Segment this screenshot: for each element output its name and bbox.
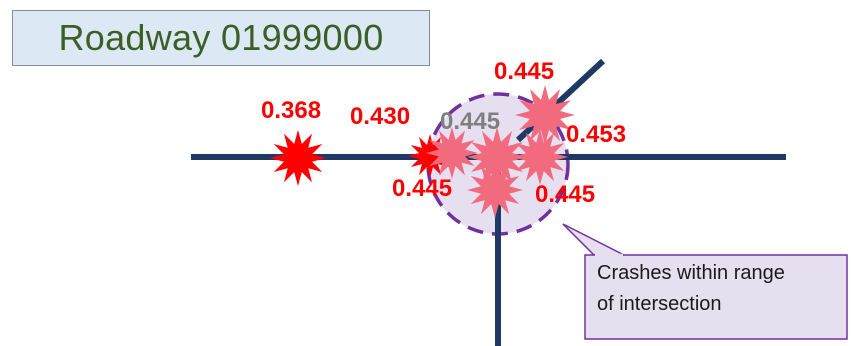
crash-label-3: 0.445 xyxy=(440,108,500,135)
crash-label-4: 0.445 xyxy=(494,58,554,85)
crash-label-5: 0.453 xyxy=(566,121,626,148)
crash-label-7: 0.445 xyxy=(535,181,595,208)
crash-label-6: 0.445 xyxy=(392,175,452,202)
crash-marker-6 xyxy=(467,127,527,187)
crash-marker-2 xyxy=(408,134,452,178)
crash-marker-7 xyxy=(467,162,523,218)
callout-line-1: Crashes within range xyxy=(597,262,785,284)
roadway-title-box: Roadway 01999000 xyxy=(12,10,430,66)
crash-marker-3 xyxy=(426,127,478,179)
callout-text: Crashes within range of intersection xyxy=(585,258,847,320)
crash-marker-1 xyxy=(270,130,326,186)
roadway-title: Roadway 01999000 xyxy=(58,17,384,58)
callout-pointer xyxy=(562,223,625,256)
crash-marker-4 xyxy=(515,85,575,145)
crash-markers xyxy=(270,85,575,218)
crash-label-1: 0.368 xyxy=(261,97,321,124)
diagonal-road xyxy=(515,58,606,143)
crash-label-2: 0.430 xyxy=(350,103,410,130)
callout-box xyxy=(584,254,848,340)
callout-line-2: of intersection xyxy=(597,293,722,315)
crash-marker-5 xyxy=(512,129,568,185)
